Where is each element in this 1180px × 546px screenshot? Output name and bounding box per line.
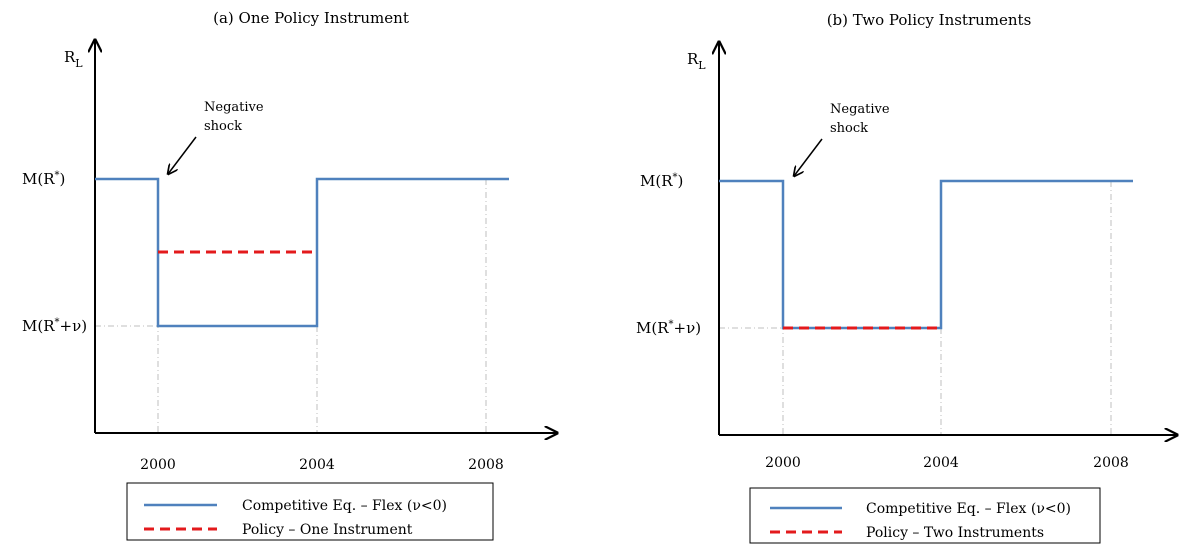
panel-b-annotation-line2: shock — [830, 121, 868, 136]
panel-b: (b) Two Policy Instruments RL M(R*) M(R*… — [636, 11, 1177, 544]
panel-a-ytick-high: M(R*) — [22, 170, 65, 188]
panel-a-xtick-2000: 2000 — [140, 457, 176, 473]
panel-a-xtick-2008: 2008 — [468, 457, 504, 473]
panel-a-legend-label-competitive: Competitive Eq. – Flex (ν<0) — [242, 498, 447, 514]
panel-a-legend: Competitive Eq. – Flex (ν<0) Policy – On… — [126, 482, 494, 541]
panel-b-xtick-2000: 2000 — [765, 455, 801, 471]
panel-b-series-competitive — [719, 179, 1133, 330]
panel-b-annotation-arrow — [794, 138, 823, 176]
panel-a-title: (a) One Policy Instrument — [213, 9, 409, 27]
panel-a-annotation-line2: shock — [204, 119, 242, 134]
panel-b-legend-box — [749, 487, 1101, 544]
panel-b-ytick-low: M(R*+ν) — [636, 319, 701, 337]
panel-b-annotation-line1: Negative — [830, 102, 890, 117]
panel-b-xtick-2004: 2004 — [923, 455, 959, 471]
panel-b-legend-label-competitive: Competitive Eq. – Flex (ν<0) — [866, 501, 1071, 517]
panel-b-legend: Competitive Eq. – Flex (ν<0) Policy – Tw… — [749, 487, 1101, 544]
panel-a-legend-box — [126, 482, 494, 541]
panel-b-ytick-high: M(R*) — [640, 172, 683, 190]
panel-a-annotation-line1: Negative — [204, 100, 264, 115]
panel-a: (a) One Policy Instrument RL M(R*) M(R*+… — [22, 9, 557, 541]
panel-a-xtick-2004: 2004 — [299, 457, 335, 473]
panel-b-legend-label-policy: Policy – Two Instruments — [866, 525, 1044, 541]
panel-a-ytick-low: M(R*+ν) — [22, 317, 87, 335]
panel-b-title: (b) Two Policy Instruments — [827, 11, 1032, 29]
panel-a-annotation-arrow — [168, 136, 197, 174]
panel-a-series-competitive — [95, 177, 509, 328]
panel-b-xtick-2008: 2008 — [1093, 455, 1129, 471]
panel-a-ylabel: RL — [64, 48, 83, 70]
panel-a-legend-label-policy: Policy – One Instrument — [242, 522, 413, 538]
panel-b-ylabel: RL — [687, 50, 706, 72]
